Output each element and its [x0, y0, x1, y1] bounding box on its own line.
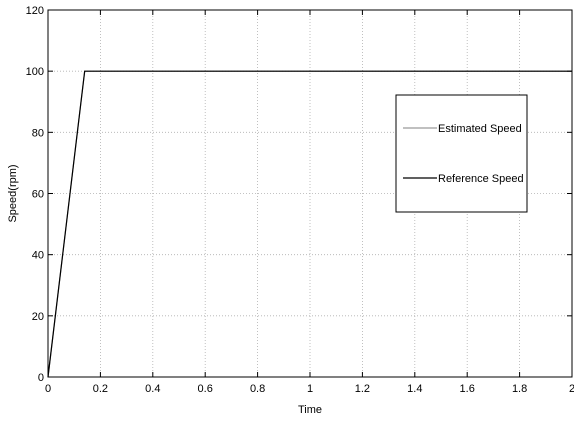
series-layer — [47, 70, 572, 378]
legend: Estimated Speed Reference Speed — [395, 94, 528, 213]
x-tick-label: 1.8 — [512, 383, 527, 395]
legend-label: Reference Speed — [438, 173, 524, 185]
x-tick-label: 1.2 — [355, 383, 370, 395]
x-tick-label: 1.6 — [460, 383, 475, 395]
y-tick-label: 40 — [32, 250, 44, 262]
legend-label: Estimated Speed — [438, 123, 522, 135]
x-tick-label: 2 — [569, 383, 574, 395]
y-tick-label: 120 — [26, 5, 44, 17]
y-tick-label: 100 — [26, 66, 44, 78]
series-line-reference-speed — [47, 70, 572, 378]
x-tick-label: 0.8 — [250, 383, 265, 395]
y-axis-label: Speed(rpm) — [7, 164, 19, 222]
y-tick-label: 80 — [32, 127, 44, 139]
x-tick-label: 0.2 — [93, 383, 108, 395]
legend-box — [395, 94, 528, 213]
x-tick-label: 1.4 — [407, 383, 422, 395]
tick-layer: 0 0.2 0.4 0.6 0.8 1 1.2 1.4 1.6 1.8 20204060801001… — [26, 5, 574, 395]
y-tick-label: 20 — [32, 311, 44, 323]
x-tick-label: 1 — [307, 383, 313, 395]
y-tick-label: 0 — [38, 372, 44, 384]
y-tick-label: 60 — [32, 189, 44, 201]
x-axis-label: Time — [298, 404, 322, 416]
x-tick-label: 0.4 — [145, 383, 160, 395]
x-tick-label: 0.6 — [198, 383, 213, 395]
x-tick-label: 0 — [45, 383, 51, 395]
